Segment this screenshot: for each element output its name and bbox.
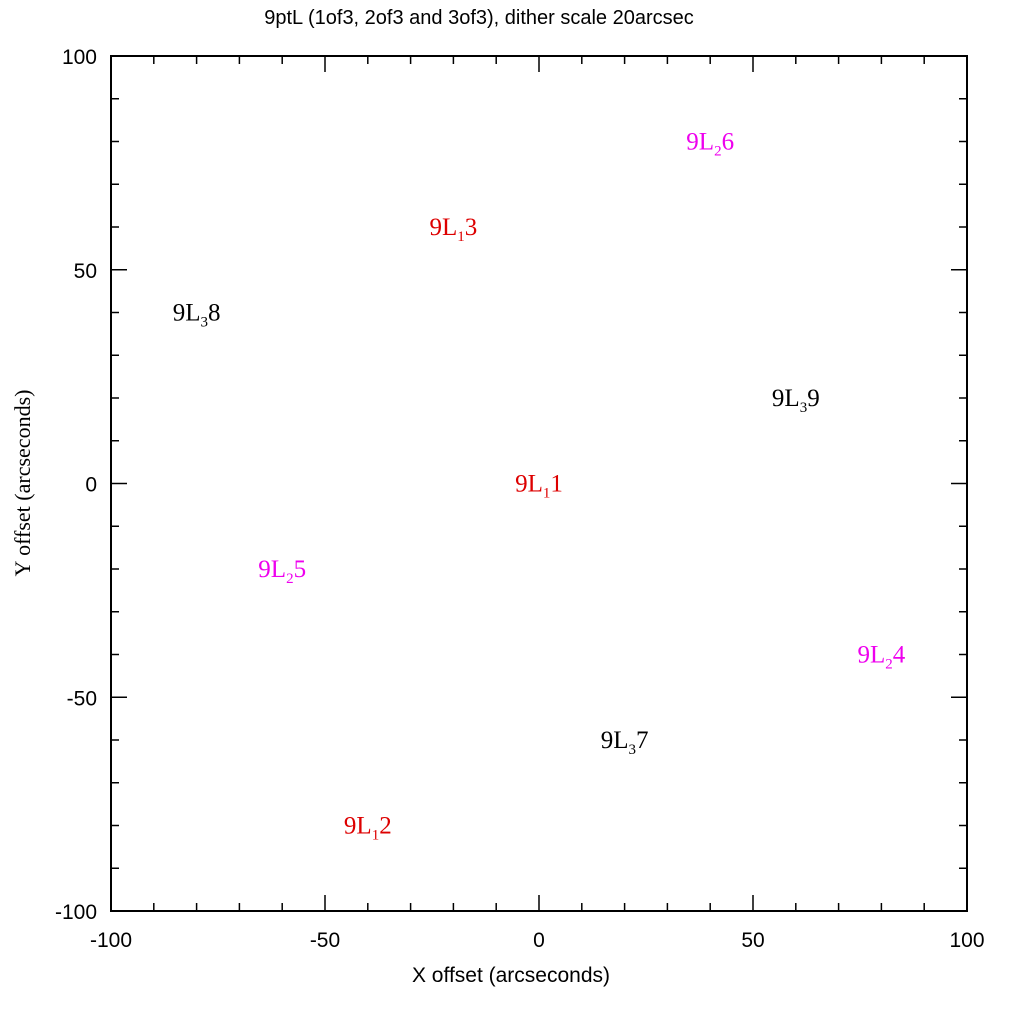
point-label-9L38: 9L38 bbox=[173, 300, 221, 331]
point-label-9L24: 9L24 bbox=[858, 642, 906, 673]
y-tick-label: -50 bbox=[67, 687, 97, 710]
x-tick-label: -100 bbox=[90, 929, 132, 952]
y-tick-label: -100 bbox=[55, 901, 97, 924]
x-axis-label: X offset (arcseconds) bbox=[412, 964, 610, 987]
x-tick-label: -50 bbox=[310, 929, 340, 952]
point-label-9L12: 9L12 bbox=[344, 813, 392, 844]
y-axis-label: Y offset (arcseconds) bbox=[10, 390, 35, 577]
y-tick-label: 0 bbox=[85, 474, 97, 497]
data-point-labels: 9L11 9L12 9L13 9L24 9L25 9L26 9L37 9L38 9L39 bbox=[173, 129, 906, 844]
point-label-9L26: 9L26 bbox=[686, 129, 734, 160]
axis-tick-labels: -100 -50 0 50 100 -100 -50 0 50 100 bbox=[55, 46, 985, 952]
y-tick-label: 50 bbox=[74, 260, 97, 283]
point-label-9L11: 9L11 bbox=[515, 471, 563, 502]
point-label-9L25: 9L25 bbox=[258, 556, 306, 587]
point-label-9L39: 9L39 bbox=[772, 385, 820, 416]
x-tick-label: 100 bbox=[949, 929, 984, 952]
point-label-9L37: 9L37 bbox=[601, 727, 649, 758]
x-tick-label: 0 bbox=[533, 929, 545, 952]
point-label-9L13: 9L13 bbox=[430, 214, 478, 245]
chart-title: 9ptL (1of3, 2of3 and 3of3), dither scale… bbox=[264, 7, 694, 29]
x-tick-label: 50 bbox=[741, 929, 764, 952]
y-tick-label: 100 bbox=[62, 46, 97, 69]
axis-ticks bbox=[111, 56, 967, 911]
